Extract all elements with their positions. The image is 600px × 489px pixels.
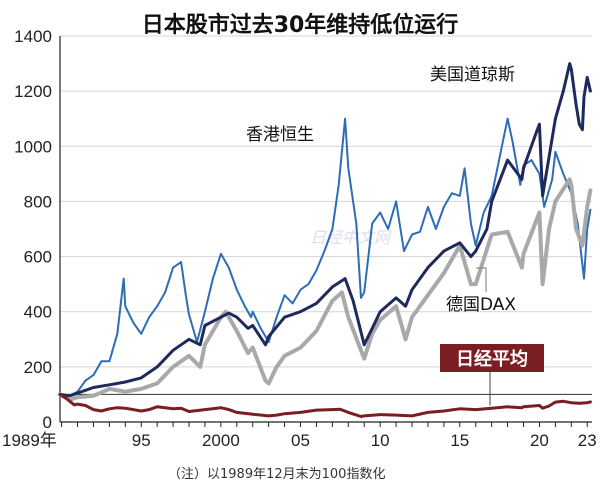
y-tick-label: 800 xyxy=(24,192,52,211)
series-line-dow xyxy=(58,62,592,398)
x-tick-label: 10 xyxy=(371,431,390,450)
x-tick-label: 20 xyxy=(530,431,549,450)
y-tick-label: 600 xyxy=(24,248,52,267)
y-tick-label: 1200 xyxy=(14,82,52,101)
y-tick-label: 200 xyxy=(24,358,52,377)
x-tick-label: 1989年 xyxy=(2,431,57,450)
series-label-hangseng: 香港恒生 xyxy=(246,125,314,145)
x-tick-label: 95 xyxy=(132,431,151,450)
chart-title: 日本股市过去30年维持低位运行 xyxy=(142,12,459,38)
series-label-dow: 美国道琼斯 xyxy=(430,65,515,85)
x-tick-label: 2000 xyxy=(202,431,240,450)
x-tick-label: 05 xyxy=(291,431,310,450)
series-label-dax: 德国DAX xyxy=(446,295,516,315)
watermark: 日经中文网 xyxy=(310,228,392,247)
y-tick-label: 400 xyxy=(24,303,52,322)
grid xyxy=(60,35,592,395)
series-line-hangseng xyxy=(59,117,592,397)
series-line-dax xyxy=(58,177,593,402)
y-tick-label: 0 xyxy=(43,413,52,432)
series-label-nikkei: 日经平均 xyxy=(456,348,528,370)
axes: 0 200 400 600 800 1000 1200 1400 1989年 95 2000 05 10… xyxy=(2,27,597,450)
x-tick-label: 15 xyxy=(450,431,469,450)
label-leader-dax xyxy=(476,267,487,292)
series-line-nikkei xyxy=(58,392,592,418)
y-tick-label: 1400 xyxy=(14,27,52,46)
series-lines xyxy=(58,62,593,418)
chart-note: （注）以1989年12月末为100指数化 xyxy=(168,467,385,482)
y-tick-label: 1000 xyxy=(14,137,52,156)
label-box-nikkei xyxy=(440,344,544,372)
x-tick-label: 23 xyxy=(578,431,597,450)
